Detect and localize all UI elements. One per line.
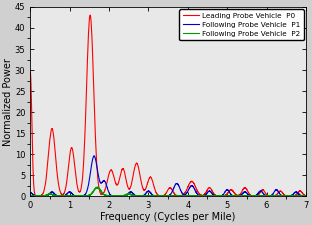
Line: Following Probe Vehicle  P1: Following Probe Vehicle P1 [30, 156, 306, 196]
Following Probe Vehicle  P2 [60, 194, 64, 197]
Line: Leading Probe Vehicle  P0: Leading Probe Vehicle P0 [30, 15, 306, 196]
Leading Probe Vehicle  P0 [28, 71, 32, 73]
Following Probe Vehicle  P1 [60, 195, 64, 197]
Following Probe Vehicle  P1 [146, 190, 150, 192]
Following Probe Vehicle  P2 [28, 194, 32, 197]
Line: Following Probe Vehicle  P2: Following Probe Vehicle P2 [30, 187, 306, 196]
Leading Probe Vehicle  P0 [88, 14, 92, 16]
Following Probe Vehicle  P1 [269, 194, 273, 197]
Y-axis label: Normalized Power: Normalized Power [3, 58, 13, 146]
Following Probe Vehicle  P1 [158, 195, 162, 198]
Leading Probe Vehicle  P0 [299, 190, 303, 193]
Following Probe Vehicle  P2 [299, 194, 303, 197]
Following Probe Vehicle  P1 [304, 195, 308, 198]
Following Probe Vehicle  P1 [76, 195, 80, 198]
Following Probe Vehicle  P2 [134, 195, 138, 198]
Leading Probe Vehicle  P0 [76, 188, 80, 191]
Following Probe Vehicle  P2 [95, 186, 99, 189]
Leading Probe Vehicle  P0 [304, 194, 308, 197]
X-axis label: Frequency (Cycles per Mile): Frequency (Cycles per Mile) [100, 212, 236, 222]
Following Probe Vehicle  P1 [28, 191, 32, 194]
Following Probe Vehicle  P2 [224, 195, 227, 198]
Leading Probe Vehicle  P0 [134, 162, 138, 165]
Leading Probe Vehicle  P0 [269, 195, 273, 197]
Legend: Leading Probe Vehicle  P0, Following Probe Vehicle  P1, Following Probe Vehicle : Leading Probe Vehicle P0, Following Prob… [179, 9, 304, 40]
Following Probe Vehicle  P1 [92, 155, 96, 157]
Following Probe Vehicle  P2 [76, 195, 80, 198]
Following Probe Vehicle  P2 [146, 195, 150, 198]
Leading Probe Vehicle  P0 [287, 195, 291, 198]
Following Probe Vehicle  P1 [134, 195, 138, 197]
Following Probe Vehicle  P2 [304, 194, 308, 197]
Following Probe Vehicle  P1 [299, 194, 303, 197]
Leading Probe Vehicle  P0 [60, 193, 64, 196]
Following Probe Vehicle  P2 [269, 195, 273, 198]
Leading Probe Vehicle  P0 [146, 180, 150, 183]
